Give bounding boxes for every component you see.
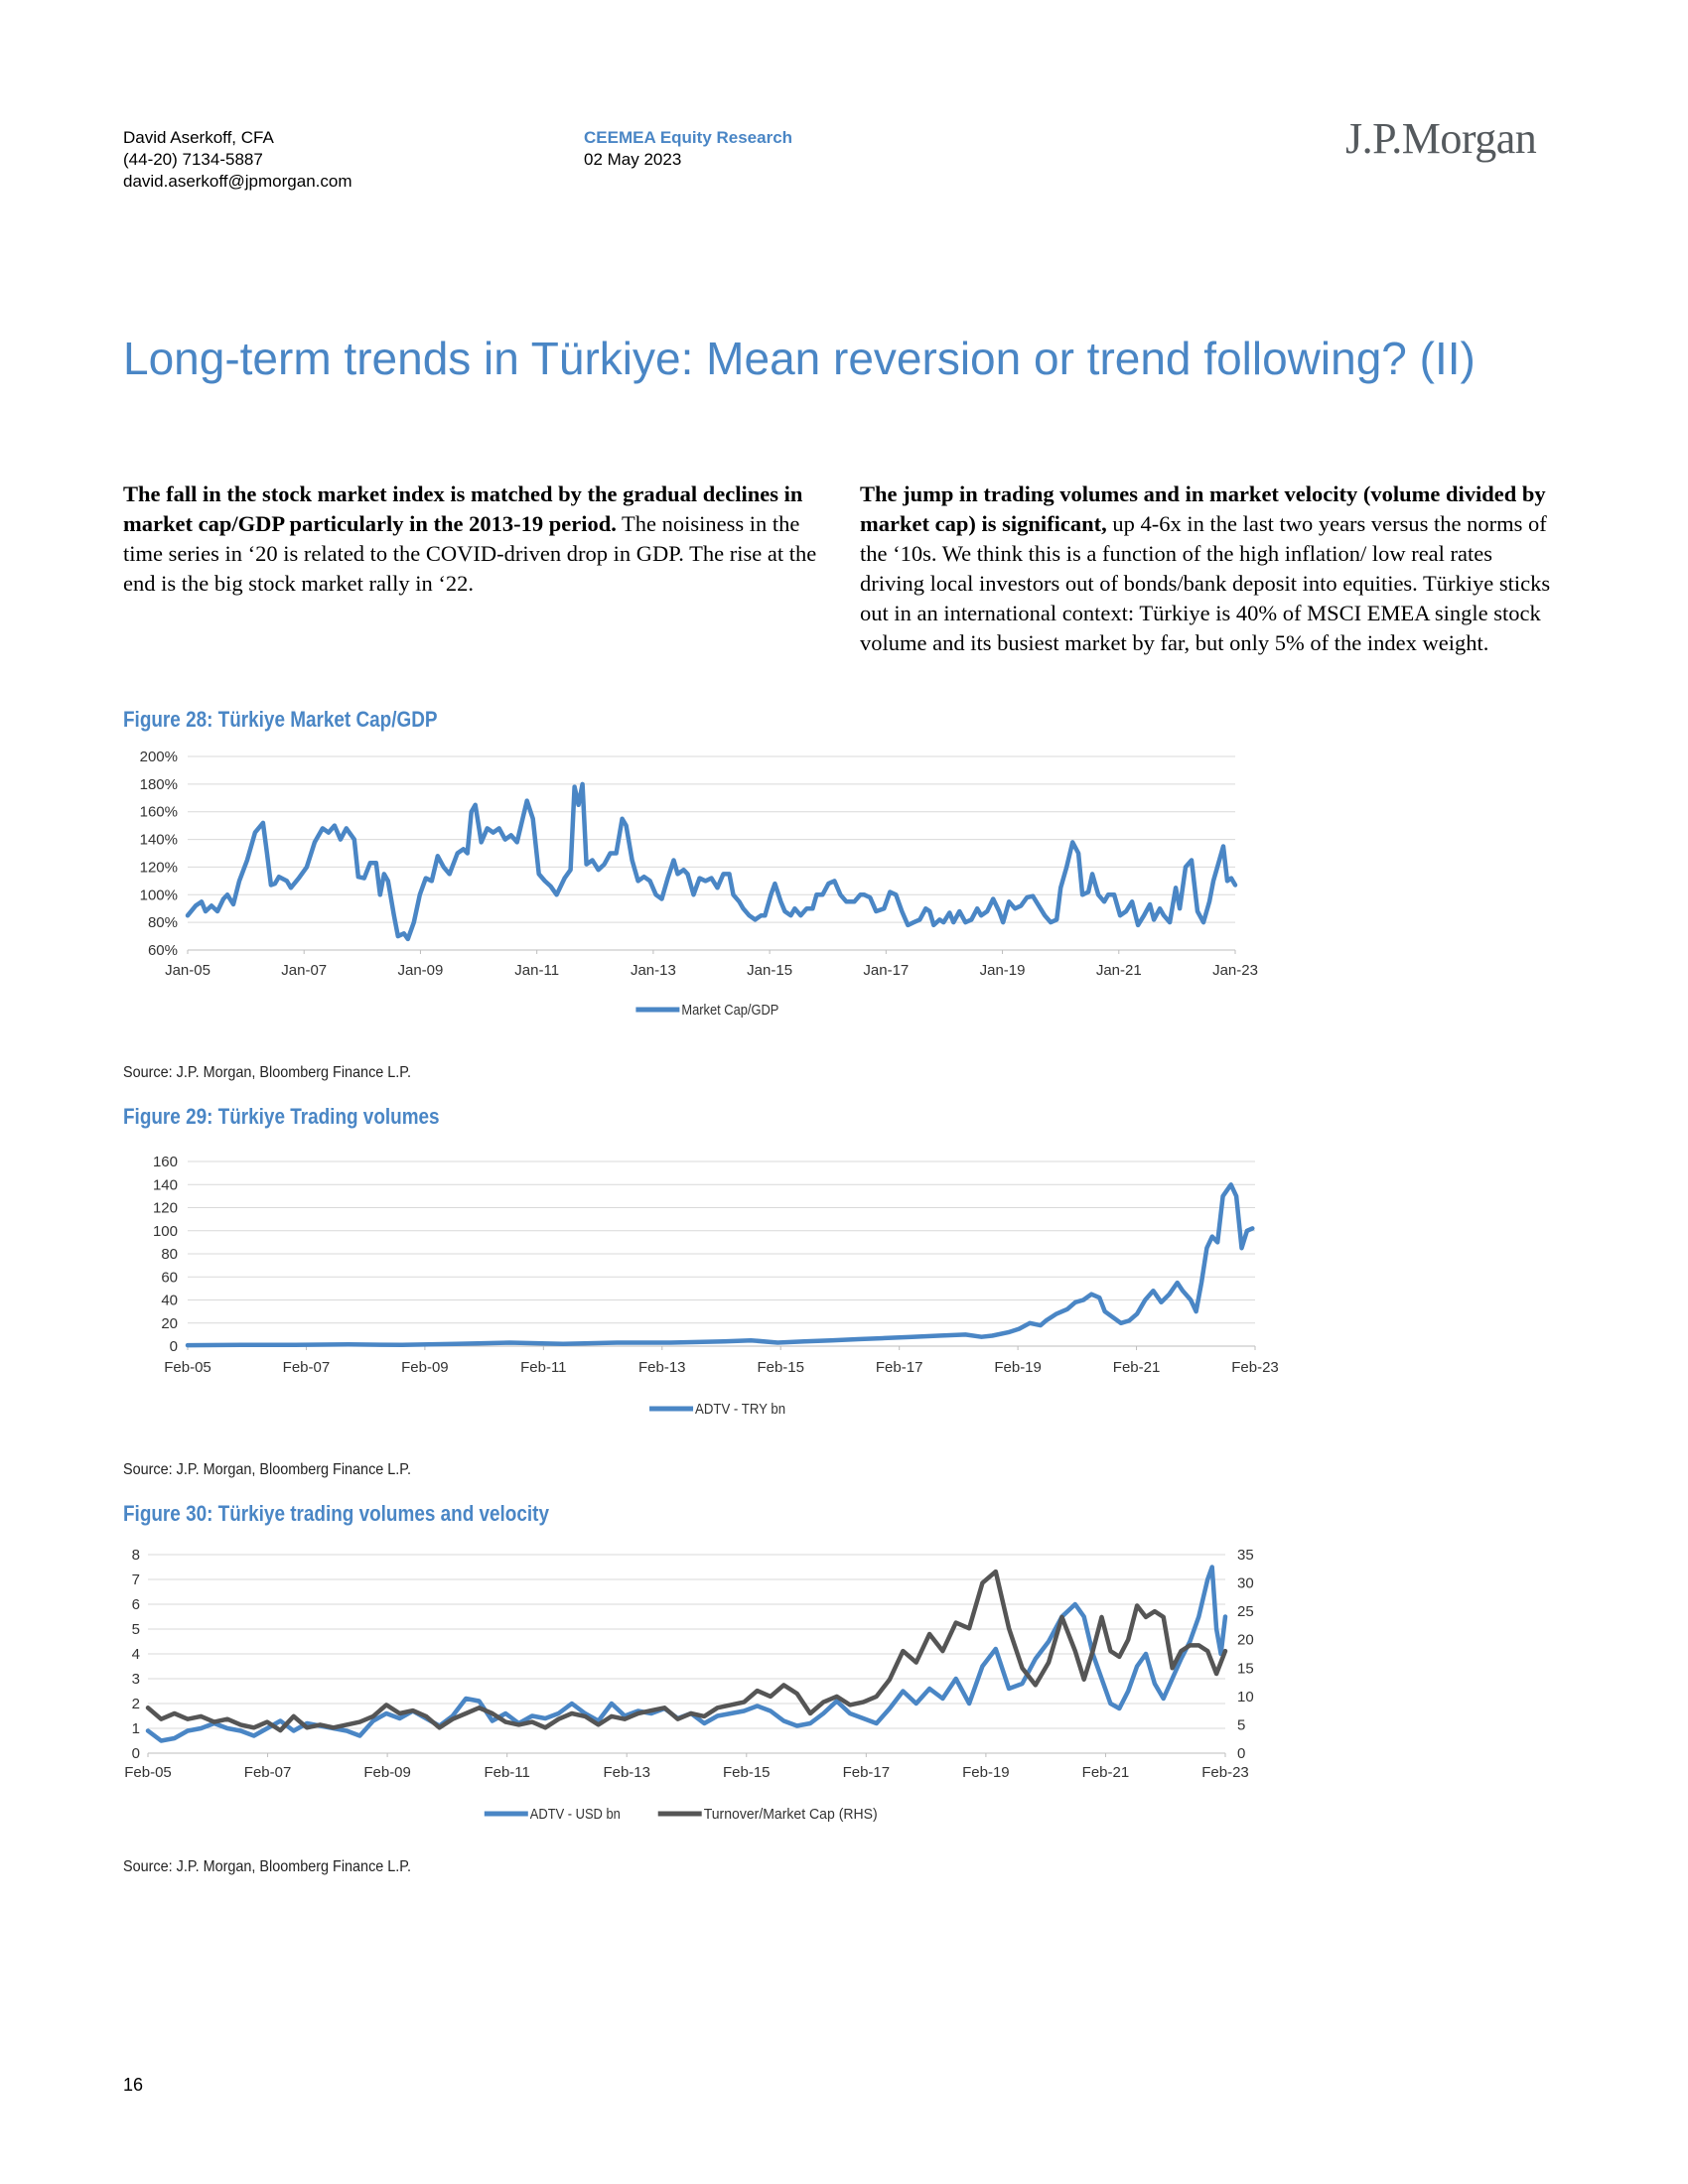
y2-tick-label: 15 [1237, 1660, 1254, 1677]
x-tick-label: Jan-21 [1096, 962, 1142, 979]
x-tick-label: Feb-11 [484, 1764, 529, 1781]
y2-tick-label: 25 [1237, 1603, 1254, 1620]
page-number: 16 [123, 2075, 144, 2095]
y-tick-label: 160 [153, 1154, 178, 1170]
y-tick-label: 120 [153, 1200, 178, 1217]
figure-28-chart: 60% 80% 100% 120% 140% 160% 180% 200% Jan-05 Jan-… [140, 749, 1258, 1019]
y-tick-label: 7 [132, 1571, 140, 1588]
legend-label: Turnover/Market Cap (RHS) [704, 1806, 878, 1823]
author-email[interactable]: david.aserkoff@jpmorgan.com [123, 172, 352, 191]
x-tick-label: Feb-21 [1113, 1359, 1161, 1376]
x-tick-label: Feb-21 [1082, 1764, 1130, 1781]
x-tick-label: Feb-17 [876, 1359, 923, 1376]
x-tick-label: Jan-05 [165, 962, 211, 979]
y-tick-label: 100% [140, 887, 178, 903]
x-tick-label: Feb-23 [1231, 1359, 1279, 1376]
y-tick-label: 80% [148, 914, 178, 931]
right-paragraph-lead: The jump in trading volumes and in marke… [860, 481, 1546, 536]
left-paragraph-body: The noisiness in the time series in ‘20 … [123, 511, 817, 596]
legend-label: ADTV - TRY bn [695, 1401, 785, 1418]
x-tick-label: Jan-23 [1212, 962, 1258, 979]
left-paragraph: The fall in the stock market index is ma… [123, 479, 818, 599]
y-tick-label: 160% [140, 804, 178, 821]
y2-tick-label: 30 [1237, 1575, 1254, 1592]
series-line [145, 1569, 1228, 1733]
legend-label: ADTV - USD bn [530, 1806, 621, 1823]
y-tick-label: 8 [132, 1549, 140, 1564]
left-paragraph-lead: The fall in the stock market index is ma… [123, 481, 803, 536]
figure-29-source: Source: J.P. Morgan, Bloomberg Finance L… [123, 1461, 412, 1478]
x-tick-label: Jan-13 [631, 962, 676, 979]
y2-tick-label: 35 [1237, 1549, 1254, 1564]
right-paragraph: The jump in trading volumes and in marke… [860, 479, 1555, 658]
y-tick-label: 2 [132, 1696, 140, 1712]
y-tick-label: 120% [140, 859, 178, 876]
x-tick-label: Feb-11 [520, 1359, 566, 1376]
legend-label: Market Cap/GDP [681, 1002, 778, 1019]
author-block: David Aserkoff, CFA (44-20) 7134-5887 da… [123, 127, 352, 193]
y-tick-label: 140% [140, 832, 178, 849]
x-tick-label: Feb-07 [244, 1764, 292, 1781]
x-tick-label: Feb-15 [757, 1359, 804, 1376]
research-block: CEEMEA Equity Research 02 May 2023 [584, 127, 792, 171]
series-line [185, 781, 1238, 942]
y-tick-label: 1 [132, 1720, 140, 1737]
y-tick-label: 0 [132, 1745, 140, 1762]
y-tick-label: 80 [161, 1246, 178, 1263]
y-tick-label: 5 [132, 1621, 140, 1638]
jpmorgan-logo: J.P.Morgan [1345, 114, 1537, 163]
y-tick-label: 140 [153, 1176, 178, 1193]
y-tick-label: 6 [132, 1596, 140, 1613]
x-tick-label: Feb-09 [363, 1764, 411, 1781]
y-tick-label: 100 [153, 1223, 178, 1240]
x-tick-label: Feb-19 [962, 1764, 1010, 1781]
x-tick-label: Feb-07 [283, 1359, 331, 1376]
y2-tick-label: 10 [1237, 1689, 1254, 1706]
figure-29-chart: 0 20 40 60 80 100 120 140 160 Feb-05 Feb-07 Feb-09 F… [153, 1154, 1279, 1418]
y-tick-label: 200% [140, 749, 178, 765]
y-tick-label: 40 [161, 1293, 178, 1309]
research-label: CEEMEA Equity Research [584, 128, 793, 147]
page-title: Long-term trends in Türkiye: Mean revers… [123, 333, 1476, 384]
report-date: 02 May 2023 [584, 150, 682, 169]
y-tick-label: 60 [161, 1269, 178, 1286]
y2-tick-label: 5 [1237, 1716, 1245, 1733]
x-tick-label: Feb-05 [164, 1359, 211, 1376]
x-tick-label: Jan-11 [514, 962, 559, 979]
x-tick-label: Feb-13 [638, 1359, 686, 1376]
right-paragraph-body: up 4-6x in the last two years versus the… [860, 511, 1551, 655]
series-line [185, 1182, 1255, 1348]
y-tick-label: 4 [132, 1646, 140, 1663]
y-tick-label: 180% [140, 776, 178, 793]
x-tick-label: Jan-17 [863, 962, 909, 979]
x-tick-label: Feb-17 [843, 1764, 891, 1781]
figure-28-source: Source: J.P. Morgan, Bloomberg Finance L… [123, 1064, 412, 1081]
y2-tick-label: 0 [1237, 1745, 1245, 1762]
x-tick-label: Jan-07 [281, 962, 327, 979]
x-tick-label: Feb-15 [723, 1764, 771, 1781]
figure-30-source: Source: J.P. Morgan, Bloomberg Finance L… [123, 1858, 412, 1875]
y-tick-label: 20 [161, 1315, 178, 1332]
series-line [145, 1565, 1228, 1743]
x-tick-label: Jan-19 [980, 962, 1026, 979]
x-tick-label: Feb-05 [124, 1764, 172, 1781]
y-tick-label: 60% [148, 942, 178, 959]
figure-28-title: Figure 28: Türkiye Market Cap/GDP [123, 707, 438, 732]
figure-29-title: Figure 29: Türkiye Trading volumes [123, 1104, 440, 1129]
x-tick-label: Feb-09 [401, 1359, 449, 1376]
y2-tick-label: 20 [1237, 1632, 1254, 1649]
x-tick-label: Jan-09 [398, 962, 444, 979]
author-phone: (44-20) 7134-5887 [123, 150, 263, 169]
x-tick-label: Feb-13 [603, 1764, 650, 1781]
x-tick-label: Feb-23 [1201, 1764, 1249, 1781]
figure-30-title: Figure 30: Türkiye trading volumes and v… [123, 1501, 549, 1526]
figure-30-chart: 0 1 2 3 4 5 6 7 8 0 5 10 15 20 25 30 35 Feb-05 Feb-07 Feb-0… [124, 1549, 1254, 1823]
x-tick-label: Feb-19 [994, 1359, 1042, 1376]
x-tick-label: Jan-15 [747, 962, 792, 979]
y-tick-label: 0 [170, 1338, 178, 1355]
author-name: David Aserkoff, CFA [123, 128, 274, 147]
y-tick-label: 3 [132, 1671, 140, 1688]
